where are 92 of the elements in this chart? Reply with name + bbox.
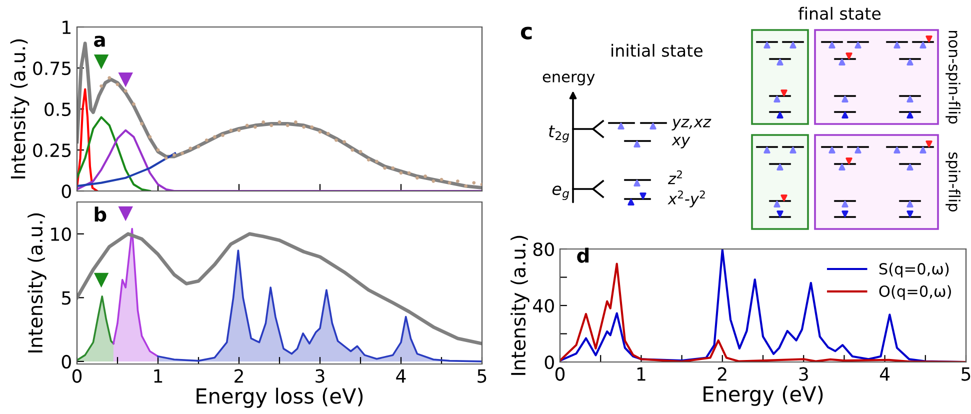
- text: yz,xz: [672, 118, 712, 130]
- point: [245, 124, 249, 128]
- point: [140, 122, 144, 126]
- point: [448, 181, 452, 184]
- x-tick-label: 4: [880, 367, 890, 381]
- y-tick-label: 0.75: [33, 61, 71, 76]
- point: [342, 140, 346, 144]
- x-tick-label: 1: [637, 367, 646, 381]
- point: [456, 179, 460, 183]
- point: [286, 124, 290, 128]
- y-tick-label: 80: [533, 242, 554, 256]
- y-tick-label: 10: [51, 227, 71, 242]
- point: [334, 138, 338, 142]
- point: [132, 102, 136, 106]
- point: [464, 184, 468, 188]
- point: [100, 84, 103, 88]
- x-tick-label: 2: [234, 369, 243, 383]
- point: [375, 160, 378, 164]
- point: [366, 158, 370, 162]
- x-axis-title: Energy (eV): [704, 386, 823, 406]
- point: [116, 82, 120, 86]
- point: [472, 181, 476, 184]
- x-tick-label: 3: [316, 369, 324, 383]
- point: [326, 132, 330, 136]
- point: [391, 166, 395, 170]
- y-axis-title: Intensity (a.u.): [10, 39, 30, 178]
- point: [221, 134, 224, 137]
- text: e$_{g}$: [552, 186, 570, 200]
- point: [188, 146, 192, 150]
- point: [180, 152, 184, 155]
- point: [229, 128, 233, 132]
- y-tick-label: 0.5: [44, 102, 71, 116]
- x-tick-label: 5: [478, 369, 486, 383]
- text: energy: [542, 74, 595, 86]
- y-axis-title: Intensity (a.u.): [510, 236, 530, 375]
- point: [432, 179, 436, 183]
- y-tick-label: 0: [62, 184, 71, 198]
- point: [416, 176, 419, 180]
- x-tick-label: 5: [962, 367, 970, 381]
- point: [310, 125, 314, 129]
- line-series: [77, 232, 482, 346]
- point: [262, 120, 265, 124]
- point: [213, 135, 216, 139]
- point: [350, 148, 354, 152]
- annotation: d: [577, 248, 589, 263]
- text: x$^{2}$-y$^{2}$: [668, 190, 705, 208]
- text: t$_{2g}$: [549, 126, 570, 142]
- y-tick-label: 0: [62, 354, 71, 369]
- text: spin-flip: [946, 152, 960, 212]
- point: [148, 135, 152, 139]
- y-axis-title: Intensity (a.u.): [28, 213, 46, 352]
- annotation: a: [94, 36, 105, 47]
- point: [124, 89, 128, 93]
- text: xy: [672, 136, 690, 148]
- point: [196, 145, 200, 148]
- y-tick-label: 5: [62, 291, 71, 305]
- point: [407, 171, 411, 175]
- y-tick-label: 0.25: [33, 143, 71, 158]
- text: c: [520, 26, 532, 40]
- x-tick-label: 4: [396, 369, 406, 383]
- x-tick-label: 0: [555, 367, 565, 381]
- line-series: [77, 152, 176, 188]
- text: non-spin-flip: [946, 30, 960, 124]
- x-tick-label: 0: [72, 369, 82, 383]
- point: [270, 124, 274, 128]
- x-tick-label: 1: [154, 369, 162, 383]
- point: [294, 120, 298, 124]
- legend-label: O(q=0,ω): [879, 285, 951, 300]
- x-axis-title: Energy loss (eV): [196, 388, 363, 408]
- legend-label: S(q=0,ω): [879, 262, 949, 278]
- point: [424, 174, 427, 178]
- x-tick-label: 3: [799, 367, 808, 381]
- point: [108, 76, 112, 80]
- point: [164, 156, 168, 160]
- y-tick-label: 1: [62, 20, 70, 34]
- point: [254, 125, 257, 129]
- line-series: [77, 116, 151, 191]
- text: final state: [798, 6, 881, 20]
- annotation: b: [94, 206, 106, 222]
- y-tick-label: 0: [544, 355, 554, 370]
- point: [302, 125, 306, 129]
- point: [383, 166, 386, 170]
- line-series: [77, 88, 98, 191]
- point: [172, 153, 176, 157]
- point: [237, 128, 241, 132]
- y-tick-label: 40: [533, 298, 554, 313]
- point: [204, 138, 208, 142]
- text: initial state: [612, 44, 702, 57]
- x-tick-label: 2: [718, 367, 726, 381]
- text: z$^{2}$: [668, 170, 682, 184]
- point: [358, 150, 362, 154]
- point: [278, 120, 282, 124]
